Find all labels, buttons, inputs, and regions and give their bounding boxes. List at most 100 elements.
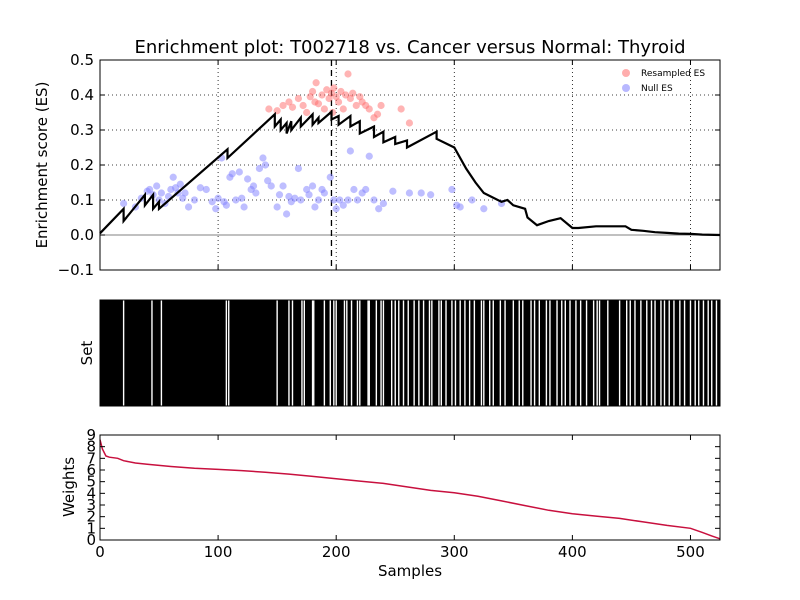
null-es-point (261, 161, 269, 169)
null-es-point (291, 194, 299, 202)
plot-title: Enrichment plot: T002718 vs. Cancer vers… (135, 37, 686, 58)
null-es-point (480, 205, 488, 213)
null-es-point (176, 180, 184, 188)
null-es-point (244, 175, 252, 183)
resampled-es-point (334, 98, 343, 106)
enrichment-panel: −0.1 0.0 0.1 0.2 0.3 0.4 0.5 Enrichment score … (33, 51, 721, 279)
null-es-point (208, 198, 216, 206)
null-es-point (222, 201, 230, 209)
resampled-es-point (285, 98, 293, 106)
resampled-es-point (339, 105, 347, 113)
weights-x-axis-label: Samples (378, 562, 442, 580)
resampled-es-point (365, 105, 373, 113)
null-es-point (169, 173, 177, 181)
resampled-es-point (349, 89, 357, 97)
null-es-point (155, 196, 163, 204)
weights-y-tick-label: 0 (86, 531, 96, 549)
null-es-point (448, 185, 456, 194)
null-es-point (212, 205, 220, 213)
null-es-point (308, 182, 317, 190)
null-es-point (146, 185, 154, 194)
resampled-es-point (288, 103, 297, 111)
null-es-point (249, 182, 258, 190)
enrichment-y-tick-label: 0.5 (70, 51, 94, 69)
resampled-es-point (299, 101, 307, 110)
resampled-es-point (405, 119, 414, 127)
null-es-point (238, 194, 246, 202)
null-es-point (252, 189, 260, 197)
null-es-point (468, 196, 476, 204)
null-es-point (379, 199, 388, 208)
enrichment-y-ticks: −0.1 0.0 0.1 0.2 0.3 0.4 0.5 (58, 51, 720, 279)
weights-y-tick-label: 1 (86, 519, 96, 537)
null-es-point (456, 203, 464, 211)
resampled-es-point (303, 108, 311, 117)
null-es-point (346, 147, 354, 155)
null-es-point (311, 203, 319, 211)
set-gap-lines (122, 300, 718, 406)
weights-y-tick-label: 5 (86, 473, 96, 491)
null-es-point (259, 154, 267, 162)
null-es-point (255, 164, 264, 173)
null-es-point (330, 196, 338, 204)
weights-x-tick-label: 200 (322, 543, 351, 561)
null-es-point (375, 205, 383, 213)
null-es-point (279, 182, 287, 190)
null-es-point (389, 187, 397, 195)
null-es-point (350, 185, 358, 194)
null-es-point (305, 191, 313, 199)
enrichment-y-tick-label: 0.0 (70, 226, 94, 244)
resampled-es-point (308, 87, 317, 96)
null-es-point (214, 194, 222, 202)
enrichment-y-tick-label: 0.1 (70, 191, 94, 209)
null-es-point (427, 191, 435, 199)
legend-label-null: Null ES (641, 84, 673, 94)
resampled-es-point (373, 110, 382, 118)
weights-x-tick-label: 500 (676, 543, 705, 561)
legend-label-resampled: Resampled ES (641, 69, 705, 79)
null-es-point (275, 191, 284, 199)
null-es-point (365, 152, 373, 160)
null-es-point (181, 189, 189, 197)
null-es-point (353, 196, 362, 204)
resampled-es-point (279, 101, 287, 110)
null-es-point (267, 182, 275, 190)
resampled-es-point (352, 101, 360, 110)
legend-marker-null (622, 84, 630, 92)
resampled-es-point (377, 101, 385, 110)
enrichment-score-line (99, 109, 721, 237)
weights-polyline (99, 439, 721, 540)
resampled-es-point (330, 84, 338, 92)
set-hits-background (100, 300, 720, 406)
weights-y-tick-label: 2 (86, 508, 96, 526)
resampled-es-point (265, 105, 273, 113)
set-y-axis-label: Set (78, 341, 96, 366)
enrichment-y-axis-label: Enrichment score (ES) (33, 82, 51, 249)
null-es-point (326, 173, 334, 181)
null-es-point (320, 189, 328, 197)
null-es-point (120, 199, 128, 208)
weights-y-tick-label: 8 (86, 438, 96, 456)
null-es-point (202, 185, 210, 194)
null-es-point (294, 164, 302, 173)
resampled-es-point (294, 94, 302, 103)
enrichment-y-tick-label: 0.2 (70, 156, 94, 174)
weights-x-tick-label: 0 (95, 543, 105, 561)
null-es-point (370, 196, 378, 204)
null-es-point (332, 205, 340, 213)
weights-frame (99, 434, 721, 541)
enrichment-score-polyline (99, 109, 721, 237)
null-es-point (153, 182, 161, 190)
null-es-point (240, 203, 248, 211)
enrichment-legend: Resampled ES Null ES (622, 69, 705, 94)
resampled-es-point (314, 100, 323, 108)
resampled-es-point (312, 79, 320, 87)
enrichment-y-tick-label: −0.1 (58, 261, 94, 279)
weights-y-tick-label: 6 (86, 461, 96, 479)
null-es-point (362, 185, 370, 194)
null-es-point (196, 184, 204, 192)
legend-marker-resampled (622, 69, 630, 77)
